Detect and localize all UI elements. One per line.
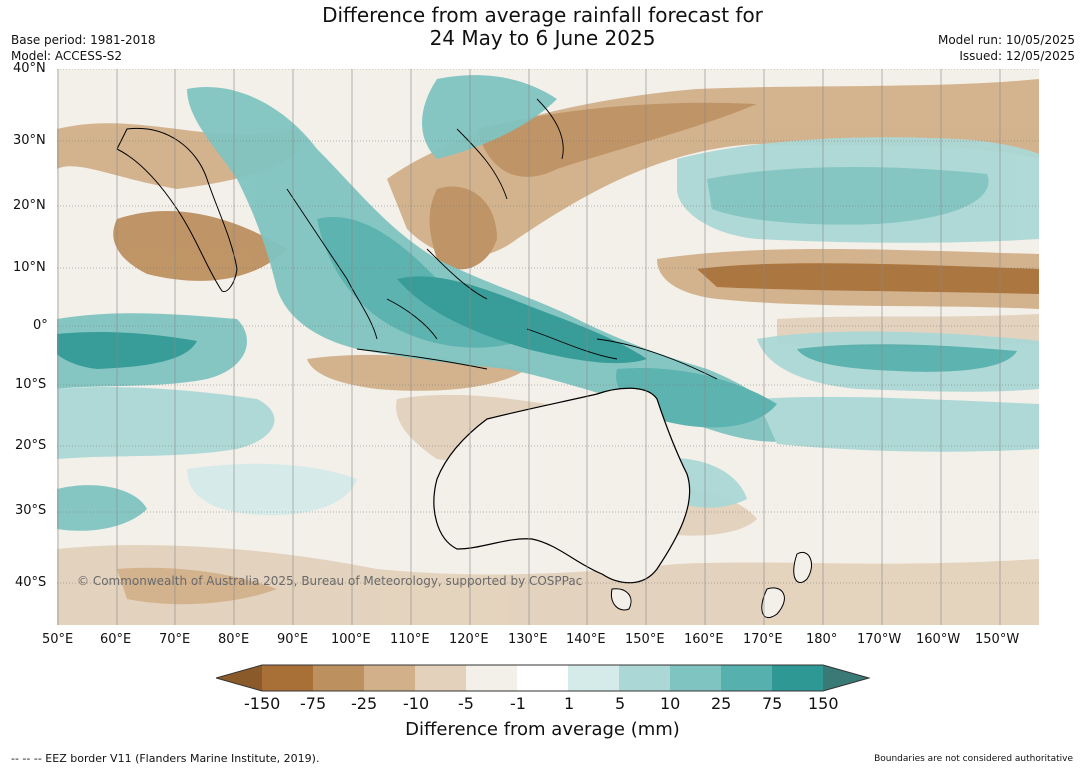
colorbar-high-arrow xyxy=(823,665,869,691)
lat-label-40s: 40°S xyxy=(15,575,47,590)
colorbar-tick-label: -150 xyxy=(244,694,281,713)
lon-label-130e: 130°E xyxy=(508,632,548,647)
colorbar-swatch-6 xyxy=(517,665,568,691)
lon-label-170e: 170°E xyxy=(743,632,783,647)
lon-label-90e: 90°E xyxy=(277,632,309,647)
lon-label-170w: 170°W xyxy=(857,632,902,647)
lon-label-50e: 50°E xyxy=(42,632,74,647)
colorbar-tick-label: -25 xyxy=(351,694,378,713)
colorbar-swatch-8 xyxy=(619,665,670,691)
colorbar-swatch-9 xyxy=(670,665,721,691)
model-run: Model run: 10/05/2025 xyxy=(937,33,1075,47)
colorbar-swatch-10 xyxy=(721,665,772,691)
colorbar-outline xyxy=(216,664,870,692)
title-line-2: 24 May to 6 June 2025 xyxy=(429,26,656,50)
colorbar-tick-label: -75 xyxy=(300,694,327,713)
lon-label-160w: 160°W xyxy=(916,632,961,647)
colorbar-swatch-2 xyxy=(313,665,364,691)
colorbar-tick-label: 75 xyxy=(762,694,783,713)
meta-right: Model run: 10/05/2025 Issued: 12/05/2025 xyxy=(938,32,1075,64)
lon-label-150e: 150°E xyxy=(625,632,665,647)
lat-label-10n: 10°N xyxy=(13,260,46,275)
colorbar-tick-label: -1 xyxy=(510,694,526,713)
lat-label-30n: 30°N xyxy=(13,133,46,148)
boundaries-disclaimer: Boundaries are not considered authoritat… xyxy=(874,754,1073,764)
meta-left: Base period: 1981-2018 Model: ACCESS-S2 xyxy=(11,32,156,64)
colorbar-swatch-5 xyxy=(466,665,517,691)
wet-anomaly-fields xyxy=(57,75,1039,531)
asia-coastlines xyxy=(286,98,718,380)
colorbar-legend xyxy=(216,664,870,692)
map-title: Difference from average rainfall forecas… xyxy=(0,4,1085,50)
colorbar-title: Difference from average (mm) xyxy=(405,719,680,740)
lon-label-100e: 100°E xyxy=(331,632,371,647)
lon-label-150w: 150°W xyxy=(975,632,1020,647)
lon-label-60e: 60°E xyxy=(100,632,132,647)
colorbar-swatch-1 xyxy=(262,665,313,691)
lat-label-20n: 20°N xyxy=(13,198,46,213)
lat-label-40n: 40°N xyxy=(13,61,46,76)
forecast-map xyxy=(57,69,1039,625)
lon-label-140e: 140°E xyxy=(566,632,606,647)
colorbar-tick-label: -5 xyxy=(458,694,474,713)
colorbar-tick-label: 150 xyxy=(808,694,839,713)
lat-label-30s: 30°S xyxy=(15,503,47,518)
copyright-notice: © Commonwealth of Australia 2025, Bureau… xyxy=(77,574,583,588)
eez-border-note: -- -- -- EEZ border V11 (Flanders Marine… xyxy=(11,752,320,765)
colorbar-swatch-4 xyxy=(415,665,466,691)
lat-label-20s: 20°S xyxy=(15,438,47,453)
colorbar-tick-label: 25 xyxy=(711,694,732,713)
colorbar-swatch-7 xyxy=(568,665,619,691)
australia-landmass xyxy=(433,387,691,584)
lon-label-110e: 110°E xyxy=(390,632,430,647)
lon-label-80e: 80°E xyxy=(218,632,250,647)
lat-label-10s: 10°S xyxy=(15,377,47,392)
issued-date: Issued: 12/05/2025 xyxy=(959,49,1075,63)
map-svg xyxy=(57,69,1039,625)
model-name: Model: ACCESS-S2 xyxy=(11,49,123,63)
title-line-1: Difference from average rainfall forecas… xyxy=(322,3,763,27)
tasmania-landmass xyxy=(610,588,632,611)
lon-label-70e: 70°E xyxy=(159,632,191,647)
colorbar-tick-label: 1 xyxy=(564,694,575,713)
colorbar-tick-label: -10 xyxy=(403,694,430,713)
lat-label-0: 0° xyxy=(33,318,48,333)
india-coastline xyxy=(116,127,238,293)
lon-label-120e: 120°E xyxy=(449,632,489,647)
lon-label-180: 180° xyxy=(806,632,838,647)
colorbar-tick-label: 5 xyxy=(615,694,626,713)
base-period: Base period: 1981-2018 xyxy=(11,33,156,47)
colorbar-tick-label: 10 xyxy=(660,694,681,713)
colorbar-swatch-11 xyxy=(772,665,823,691)
new-zealand-landmass xyxy=(761,551,812,619)
lon-label-160e: 160°E xyxy=(684,632,724,647)
colorbar-swatch-3 xyxy=(364,665,415,691)
colorbar-low-arrow xyxy=(216,665,262,691)
meridians xyxy=(57,69,1001,625)
